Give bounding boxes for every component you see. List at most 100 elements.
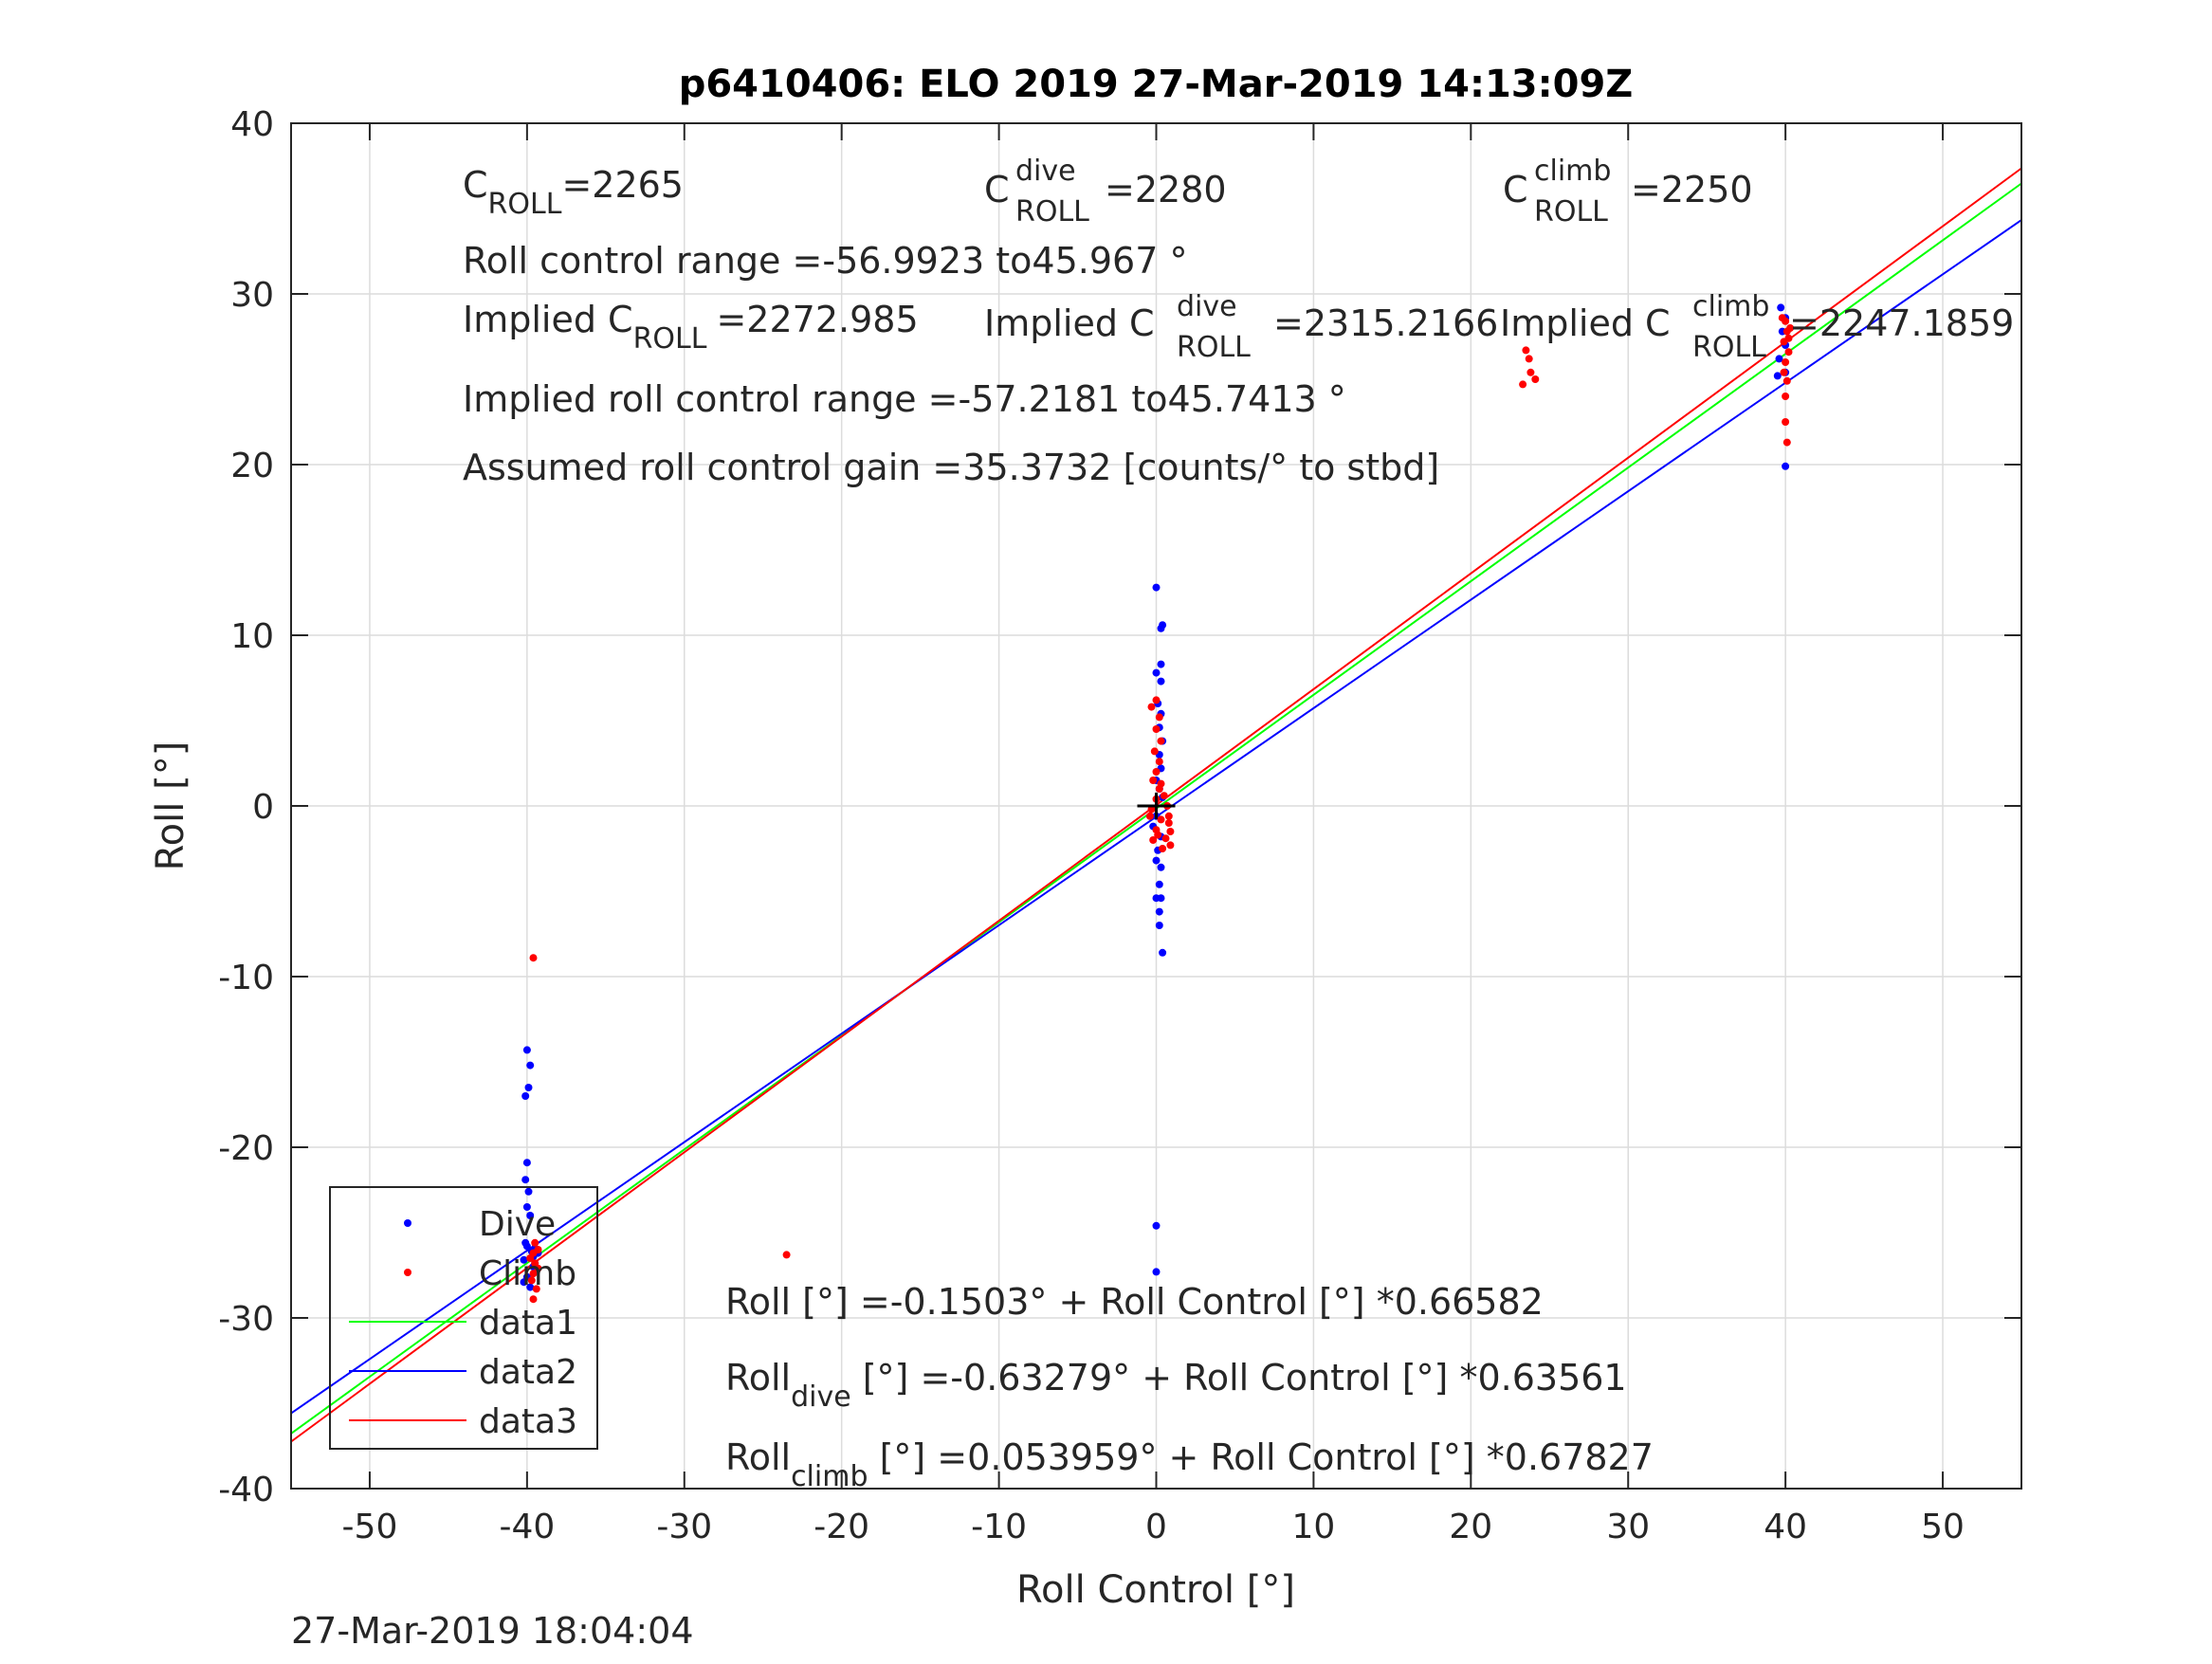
fit-all-equation: Roll [°] =-0.1503° + Roll Control [°] *0…: [725, 1281, 1544, 1323]
dive-point: [1155, 880, 1163, 888]
dive-point: [521, 1238, 530, 1247]
implied-c-roll-climb-label: Implied C: [1500, 302, 1671, 344]
dive-point: [1157, 677, 1165, 686]
dive-point: [1782, 462, 1790, 470]
data-points: [520, 303, 1795, 1304]
implied-c-roll-annotation: Implied CROLL =2272.985: [463, 299, 919, 356]
top-annotations: CROLL=2265 C dive ROLL =2280 C climb ROL…: [463, 155, 2014, 488]
dive-point: [524, 1187, 533, 1196]
c-roll-dive-sup: dive: [1015, 155, 1076, 188]
x-tick-label: 20: [1449, 1508, 1492, 1546]
climb-point: [1782, 418, 1790, 426]
y-tick-label: 0: [252, 788, 274, 827]
legend-label: data2: [479, 1353, 577, 1392]
climb-point: [1152, 696, 1161, 704]
dive-point: [524, 1084, 533, 1091]
climb-point: [1782, 376, 1791, 385]
c-roll-dive-c: C: [984, 169, 1010, 210]
dive-point: [1777, 303, 1785, 312]
x-tick-label: -30: [656, 1508, 712, 1546]
y-tick-label: 30: [230, 276, 274, 315]
y-tick-label: 20: [230, 447, 274, 485]
c-roll-annotation: CROLL=2265: [463, 164, 684, 221]
x-tick-label: 30: [1606, 1508, 1650, 1546]
climb-point: [1164, 819, 1173, 827]
climb-point: [1149, 777, 1158, 784]
climb-point: [1784, 334, 1793, 342]
dive-point: [1152, 668, 1161, 677]
dive-point: [520, 1278, 528, 1287]
climb-point: [1154, 831, 1162, 839]
climb-point: [532, 1285, 540, 1293]
assumed-gain-text: Assumed roll control gain =35.3732 [coun…: [463, 447, 1439, 488]
climb-point: [1147, 703, 1156, 711]
y-axis-label: Roll [°]: [149, 741, 192, 871]
climb-point: [782, 1251, 791, 1259]
climb-point: [1782, 438, 1791, 447]
dive-point: [1152, 583, 1161, 592]
climb-point: [1150, 747, 1159, 756]
c-roll-dive-sub: ROLL: [1015, 195, 1089, 229]
dive-point: [1157, 863, 1165, 871]
dive-point: [1157, 894, 1165, 903]
c-roll-climb-sub: ROLL: [1534, 195, 1608, 229]
climb-point: [1155, 713, 1163, 722]
climb-point: [1525, 355, 1533, 363]
implied-roll-control-range-text: Implied roll control range =-57.2181 to4…: [463, 378, 1346, 420]
implied-c-roll-dive-value: =2315.2166: [1273, 302, 1498, 344]
dive-point: [1157, 624, 1165, 632]
x-tick-label: 40: [1764, 1508, 1807, 1546]
dive-point: [1775, 355, 1783, 363]
implied-c-roll-dive-sup: dive: [1177, 290, 1237, 323]
x-tick-label: -40: [499, 1508, 555, 1546]
legend-box: [329, 1186, 598, 1450]
dive-point: [1773, 372, 1782, 380]
dive-point: [526, 1212, 535, 1219]
climb-point: [1157, 779, 1165, 788]
climb-point: [534, 1246, 542, 1253]
climb-point: [527, 1276, 536, 1285]
climb-point: [1786, 324, 1795, 332]
y-tick-label: -10: [218, 959, 274, 997]
climb-point: [1782, 358, 1790, 366]
dive-point: [521, 1176, 530, 1184]
dive-point: [526, 1061, 535, 1070]
dive-point: [521, 1092, 530, 1100]
y-tick-label: -30: [218, 1300, 274, 1339]
climb-point: [1159, 845, 1167, 852]
climb-point: [1778, 314, 1786, 322]
climb-point: [1782, 393, 1790, 400]
legend-label: data1: [479, 1304, 577, 1343]
x-tick-label: 10: [1292, 1508, 1336, 1546]
climb-point: [1531, 375, 1540, 383]
legend-marker-dive: [404, 1219, 411, 1227]
x-tick-label: -20: [814, 1508, 869, 1546]
implied-c-roll-dive-label: Implied C: [984, 302, 1155, 344]
axis-ticks: [291, 122, 2021, 1490]
climb-point: [1152, 725, 1161, 733]
origin-cross-marker: [1137, 793, 1176, 819]
dive-point: [1155, 907, 1163, 916]
x-axis-label: Roll Control [°]: [1016, 1568, 1295, 1612]
climb-point: [1147, 805, 1156, 814]
tick-labels: -50 -40 -30 -20 -10 0 10 20 30 40 50 -40 -30 -20 -10 0 1…: [218, 105, 1965, 1546]
c-roll-climb-sup: climb: [1534, 155, 1611, 188]
climb-point: [529, 1295, 538, 1304]
dive-point: [526, 1283, 535, 1291]
fit-climb-equation: Rollclimb [°] =0.053959° + Roll Control …: [725, 1436, 1654, 1493]
roll-control-range-text: Roll control range =-56.9923 to45.967 °: [463, 240, 1187, 282]
dive-point: [1152, 1221, 1161, 1230]
climb-point: [1145, 812, 1154, 820]
dive-point: [1152, 1268, 1161, 1276]
climb-point: [1160, 792, 1168, 800]
dive-point: [522, 1046, 531, 1054]
climb-point: [531, 1238, 539, 1247]
climb-point: [534, 1264, 542, 1272]
fit-dive-equation: Rolldive [°] =-0.63279° + Roll Control […: [725, 1357, 1627, 1414]
dive-point: [522, 1159, 531, 1167]
climb-point: [1164, 812, 1173, 820]
climb-point: [1784, 348, 1793, 357]
climb-point: [1161, 834, 1170, 843]
